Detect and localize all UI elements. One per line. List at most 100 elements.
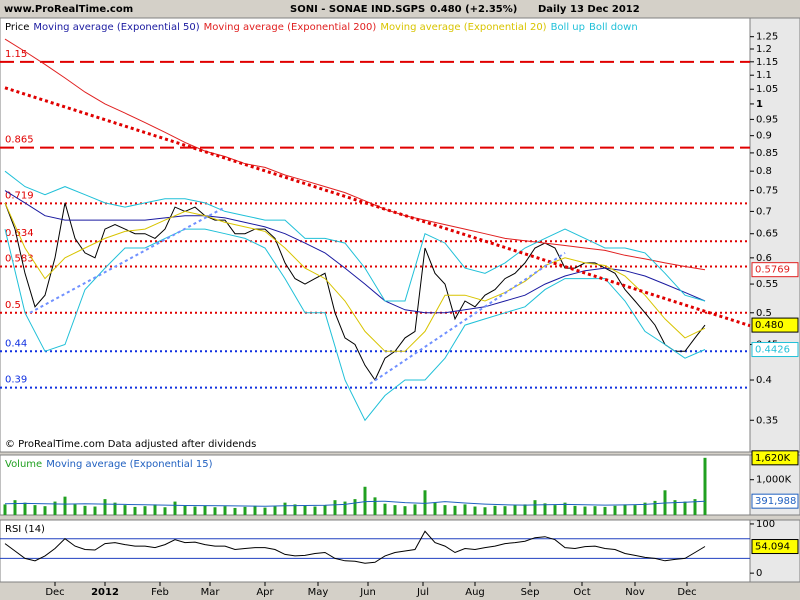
level-label: 0.634 bbox=[5, 228, 34, 239]
y-tick-label: 1.25 bbox=[756, 32, 778, 43]
volume-bar bbox=[243, 506, 247, 515]
x-tick-label: Nov bbox=[625, 587, 645, 598]
x-tick-label: Jul bbox=[416, 587, 429, 598]
volume-bar bbox=[463, 504, 467, 515]
trend-line bbox=[29, 206, 226, 314]
value-box-label: 1,620K bbox=[755, 453, 791, 464]
series-line bbox=[4, 202, 706, 352]
x-tick-label: 2012 bbox=[91, 587, 119, 598]
volume-bar bbox=[13, 500, 17, 515]
volume-bar bbox=[263, 507, 267, 515]
volume-bar bbox=[283, 502, 287, 515]
legend-entry: Moving average (Exponential 15) bbox=[46, 459, 212, 470]
legend-entry: Moving average (Exponential 200) bbox=[204, 22, 377, 33]
value-box-label: 0.4426 bbox=[755, 345, 790, 356]
volume-bar bbox=[443, 505, 447, 515]
volume-bar bbox=[633, 505, 637, 515]
volume-bar bbox=[623, 504, 627, 515]
series-line bbox=[4, 170, 706, 302]
volume-bar bbox=[313, 506, 317, 515]
volume-bar bbox=[93, 506, 97, 515]
plot-area bbox=[0, 519, 751, 583]
volume-bar bbox=[393, 505, 397, 515]
site-name: www.ProRealTime.com bbox=[4, 4, 133, 15]
y-tick-label: 0.9 bbox=[756, 131, 772, 142]
value-box-label: 0.480 bbox=[755, 320, 784, 331]
footer-note: © ProRealTime.com Data adjusted after di… bbox=[5, 439, 256, 450]
legend-entry: Price bbox=[5, 22, 29, 33]
date: 13 Dec 2012 bbox=[570, 4, 640, 15]
volume-bar bbox=[693, 499, 697, 515]
x-tick-label: Sep bbox=[521, 587, 540, 598]
y-tick-label: 1 bbox=[756, 99, 763, 110]
x-tick-label: May bbox=[308, 587, 329, 598]
volume-bar bbox=[303, 505, 307, 515]
y-tick-label: 0.95 bbox=[756, 114, 778, 125]
volume-bar bbox=[673, 500, 677, 515]
volume-bar bbox=[333, 500, 337, 515]
value-box bbox=[751, 450, 799, 466]
volume-bar bbox=[273, 506, 277, 515]
value-box-label: 0.5769 bbox=[755, 265, 790, 276]
value-box-label: 391,988 bbox=[755, 496, 796, 507]
level-label: 0.865 bbox=[5, 135, 34, 146]
volume-bar bbox=[143, 506, 147, 515]
volume-bar bbox=[293, 504, 297, 515]
volume-bar bbox=[573, 505, 577, 515]
y-tick-label: 0 bbox=[756, 568, 762, 579]
series-line bbox=[4, 228, 706, 422]
volume-bar bbox=[163, 507, 167, 515]
volume-bar bbox=[83, 505, 87, 515]
volume-bar bbox=[73, 504, 77, 515]
x-tick-label: Feb bbox=[151, 587, 169, 598]
level-label: 0.39 bbox=[5, 375, 27, 386]
y-tick-label: 0.6 bbox=[756, 253, 772, 264]
last-price: 0.480 (+2.35%) bbox=[430, 4, 517, 15]
volume-bar bbox=[113, 502, 117, 515]
volume-bar bbox=[513, 505, 517, 515]
volume-bar bbox=[453, 505, 457, 515]
series-line bbox=[4, 38, 706, 271]
volume-bar bbox=[533, 500, 537, 515]
y-tick-label: 0.5 bbox=[756, 308, 772, 319]
level-label: 1.15 bbox=[5, 49, 27, 60]
level-label: 0.583 bbox=[5, 254, 34, 265]
volume-bar bbox=[103, 499, 107, 515]
y-tick-label: 1.2 bbox=[756, 44, 772, 55]
legend-entry: Moving average (Exponential 50) bbox=[33, 22, 199, 33]
trend-line bbox=[4, 86, 751, 328]
volume-bar bbox=[23, 502, 27, 515]
value-box bbox=[751, 317, 799, 333]
legend-title: RSI (14) bbox=[5, 524, 45, 535]
volume-bar bbox=[183, 505, 187, 515]
y-tick-label: 0.35 bbox=[756, 415, 778, 426]
volume-bar bbox=[563, 502, 567, 515]
level-label: 0.5 bbox=[5, 300, 21, 311]
volume-bar bbox=[133, 506, 137, 515]
volume-bar bbox=[203, 505, 207, 515]
volume-bar bbox=[613, 505, 617, 515]
volume-bar bbox=[193, 506, 197, 515]
period: Daily bbox=[538, 4, 567, 15]
x-tick-label: Dec bbox=[45, 587, 64, 598]
volume-bar bbox=[63, 496, 67, 515]
volume-bar bbox=[493, 505, 497, 515]
volume-bar bbox=[173, 501, 177, 515]
x-tick-label: Jun bbox=[359, 587, 376, 598]
legend: Volume Moving average (Exponential 15) bbox=[5, 459, 213, 470]
y-tick-label: 0.8 bbox=[756, 166, 772, 177]
legend: Price Moving average (Exponential 50) Movi… bbox=[5, 22, 638, 33]
volume-bar bbox=[523, 504, 527, 515]
volume-bar bbox=[603, 506, 607, 515]
volume-bar bbox=[33, 505, 37, 515]
volume-bar bbox=[43, 506, 47, 515]
volume-bar bbox=[473, 506, 477, 515]
volume-bar bbox=[253, 505, 257, 515]
volume-bar bbox=[653, 500, 657, 515]
volume-bar bbox=[123, 505, 127, 515]
y-tick-label: 1.15 bbox=[756, 57, 778, 68]
legend-entry: Boll up bbox=[551, 22, 585, 33]
volume-bar bbox=[213, 507, 217, 515]
y-tick-label: 1,000K bbox=[756, 475, 792, 486]
volume-bar bbox=[643, 502, 647, 515]
